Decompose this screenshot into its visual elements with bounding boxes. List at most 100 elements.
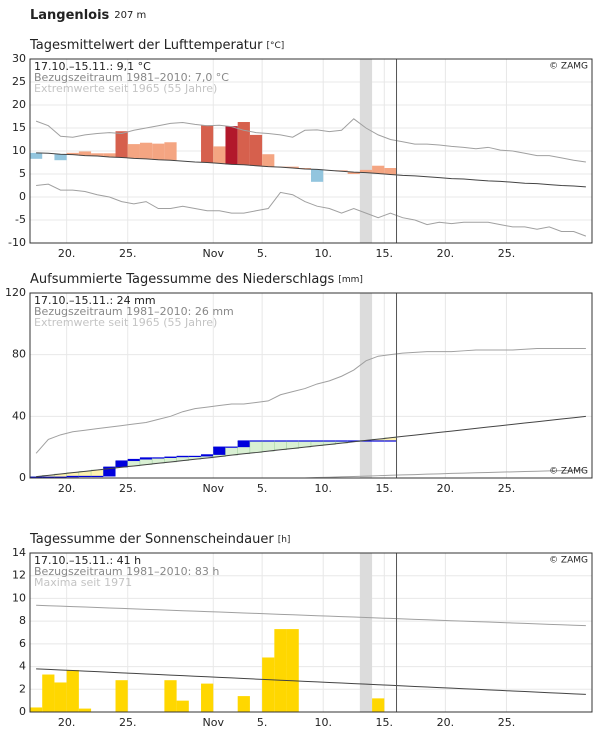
x-tick-label: 25.	[498, 247, 516, 260]
sunshine-bar	[54, 682, 67, 712]
x-tick-label: 25.	[498, 716, 516, 729]
x-tick-label: 20.	[58, 716, 76, 729]
sunshine-bar	[30, 707, 43, 712]
precipitation-increment	[115, 461, 128, 468]
precipitation-increment	[127, 459, 140, 462]
reference: Bezugszeitraum 1981–2010: 7,0 °C	[34, 71, 229, 84]
y-tick-label: 8	[19, 614, 26, 627]
x-tick-label: 20.	[58, 482, 76, 495]
chart-title: Aufsummierte Tagessumme des Niederschlag…	[30, 272, 363, 287]
x-tick-label: Nov	[203, 482, 225, 495]
max-extreme-line	[35, 118, 586, 163]
sunshine-bar	[201, 683, 214, 712]
x-tick-label: 25.	[498, 482, 516, 495]
station-name: Langenlois	[30, 8, 110, 23]
y-tick-label: -5	[15, 213, 26, 226]
credit: © ZAMG	[549, 556, 588, 566]
temperature-bar	[347, 172, 360, 174]
y-tick-label: 0	[19, 705, 26, 718]
temperature-bar	[115, 131, 128, 158]
temperature-bar	[201, 125, 214, 163]
sunshine-bar	[237, 696, 250, 712]
y-tick-label: -10	[8, 236, 26, 249]
x-tick-label: 5.	[257, 247, 268, 260]
temperature-bar	[384, 168, 397, 175]
y-tick-label: 10	[12, 144, 26, 157]
max-extreme-line	[35, 348, 586, 454]
min-extreme-line	[36, 183, 587, 237]
chart-title: Tagesmittelwert der Lufttemperatur [°C]	[29, 38, 284, 53]
x-tick-label: 20.	[58, 247, 76, 260]
difference-area	[286, 440, 299, 449]
x-tick-label: 5.	[257, 716, 268, 729]
temperature-bar	[262, 154, 275, 167]
y-tick-label: 12	[12, 569, 26, 582]
y-tick-label: 40	[12, 409, 26, 422]
y-tick-label: 14	[12, 546, 26, 559]
y-tick-label: 10	[12, 591, 26, 604]
x-tick-label: 20.	[437, 716, 455, 729]
sunshine-bar	[274, 629, 287, 712]
plot-frame	[29, 552, 593, 713]
normal-line	[36, 152, 586, 188]
x-tick-label: 20.	[437, 482, 455, 495]
chart-unit: [°C]	[267, 41, 285, 51]
x-tick-label: Nov	[203, 716, 225, 729]
highlight-day	[359, 293, 373, 478]
station-header: Langenlois 207 m	[30, 8, 146, 23]
reference: Bezugszeitraum 1981–2010: 83 h	[34, 565, 219, 578]
temperature-bar	[127, 144, 140, 159]
y-tick-label: 2	[19, 682, 26, 695]
plot-frame	[29, 58, 593, 244]
chart-unit: [mm]	[338, 275, 363, 285]
sunshine-bar	[262, 657, 275, 712]
normal-line	[36, 415, 586, 478]
sunshine-bar	[164, 680, 177, 712]
temperature-bar	[54, 154, 67, 161]
extremes-note: Maxima seit 1971	[34, 576, 132, 589]
y-tick-label: 120	[5, 286, 26, 299]
chart-title-text: Aufsummierte Tagessumme des Niederschlag…	[30, 272, 335, 287]
temperature-bar	[237, 122, 250, 165]
y-tick-label: 4	[19, 660, 26, 673]
temperature-bar	[311, 169, 324, 182]
chart-title-text: Tagesmittelwert der Lufttemperatur	[29, 38, 263, 53]
credit: © ZAMG	[549, 467, 588, 477]
x-tick-label: 25.	[119, 716, 137, 729]
temperature-bar	[286, 166, 299, 169]
sunshine-bar	[372, 698, 385, 712]
x-tick-label: 25.	[119, 247, 137, 260]
y-tick-label: 30	[12, 52, 26, 65]
y-tick-label: 5	[19, 167, 26, 180]
temperature-bar	[78, 151, 92, 156]
temperature-bar	[372, 165, 385, 174]
summary: 17.10.–15.11.: 24 mm	[34, 294, 156, 307]
temperature-bar	[359, 169, 373, 173]
y-tick-label: 0	[19, 471, 26, 484]
temperature-bar	[152, 143, 165, 160]
sunshine-bar	[78, 708, 92, 712]
x-tick-label: 20.	[437, 247, 455, 260]
temperature-bar	[66, 152, 79, 155]
chart-title-text: Tagessumme der Sonnenscheindauer	[29, 532, 274, 547]
x-tick-label: 10.	[314, 482, 332, 495]
y-tick-label: 80	[12, 348, 26, 361]
precipitation-increment	[201, 454, 214, 457]
temperature-bar	[103, 153, 116, 157]
precipitation-increment	[103, 467, 116, 477]
precipitation-increment	[139, 457, 153, 460]
max-extreme-line	[36, 604, 586, 627]
summary: 17.10.–15.11.: 41 h	[34, 554, 141, 567]
x-tick-label: 5.	[257, 482, 268, 495]
sunshine-bar	[42, 674, 55, 712]
chart-title: Tagessumme der Sonnenscheindauer [h]	[29, 532, 290, 547]
normal-line	[36, 668, 586, 695]
temperature-bar	[139, 142, 153, 159]
extremes-note: Extremwerte seit 1965 (55 Jahre)	[34, 316, 217, 329]
chart-unit: [h]	[278, 535, 291, 545]
difference-area	[225, 446, 238, 456]
highlight-day	[359, 59, 373, 243]
x-tick-label: 15.	[376, 482, 394, 495]
x-tick-label: 15.	[376, 247, 394, 260]
